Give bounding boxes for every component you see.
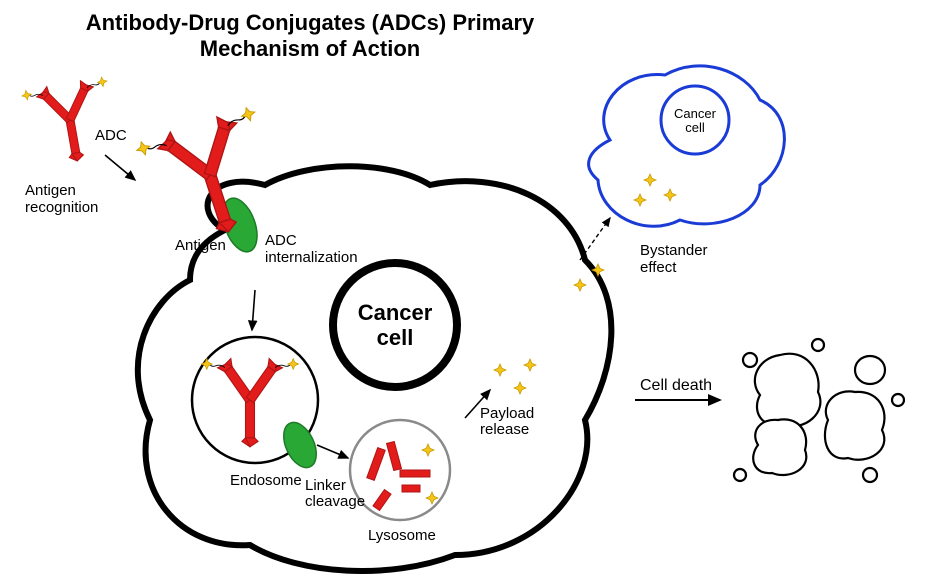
antigen-recognition-label-1: Antigen bbox=[25, 182, 76, 199]
payload-release-label-2: release bbox=[480, 421, 529, 438]
cancer-cell-label-2: cell bbox=[377, 325, 414, 350]
adc-internalization-label-2: internalization bbox=[265, 249, 358, 266]
cancer-cell-label-1: Cancer bbox=[358, 300, 433, 325]
arrow-recognition bbox=[105, 155, 135, 180]
linker-cleavage-label-1: Linker bbox=[305, 477, 346, 494]
bystander-effect-label-2: effect bbox=[640, 259, 677, 276]
arrow-bystander bbox=[580, 218, 610, 260]
debris-group bbox=[734, 339, 904, 482]
bystander-effect-label-1: Bystander bbox=[640, 242, 708, 259]
bystander-cancer-label-1: Cancer bbox=[674, 106, 717, 121]
cell-death-label: Cell death bbox=[640, 377, 712, 394]
bystander-cancer-label-2: cell bbox=[685, 120, 705, 135]
adc-label: ADC bbox=[95, 127, 127, 144]
endosome-label: Endosome bbox=[230, 472, 302, 489]
antigen-recognition-label-2: recognition bbox=[25, 199, 98, 216]
linker-cleavage-label-2: cleavage bbox=[305, 493, 365, 510]
adc-internalization-label-1: ADC bbox=[265, 232, 297, 249]
lysosome-label: Lysosome bbox=[368, 527, 436, 544]
payload-release-label-1: Payload bbox=[480, 405, 534, 422]
diagram-canvas: Cancer cell Endosome Lysosome Linker cle… bbox=[0, 0, 940, 585]
antigen-label: Antigen bbox=[175, 237, 226, 254]
antibody-free-icon bbox=[21, 76, 120, 168]
